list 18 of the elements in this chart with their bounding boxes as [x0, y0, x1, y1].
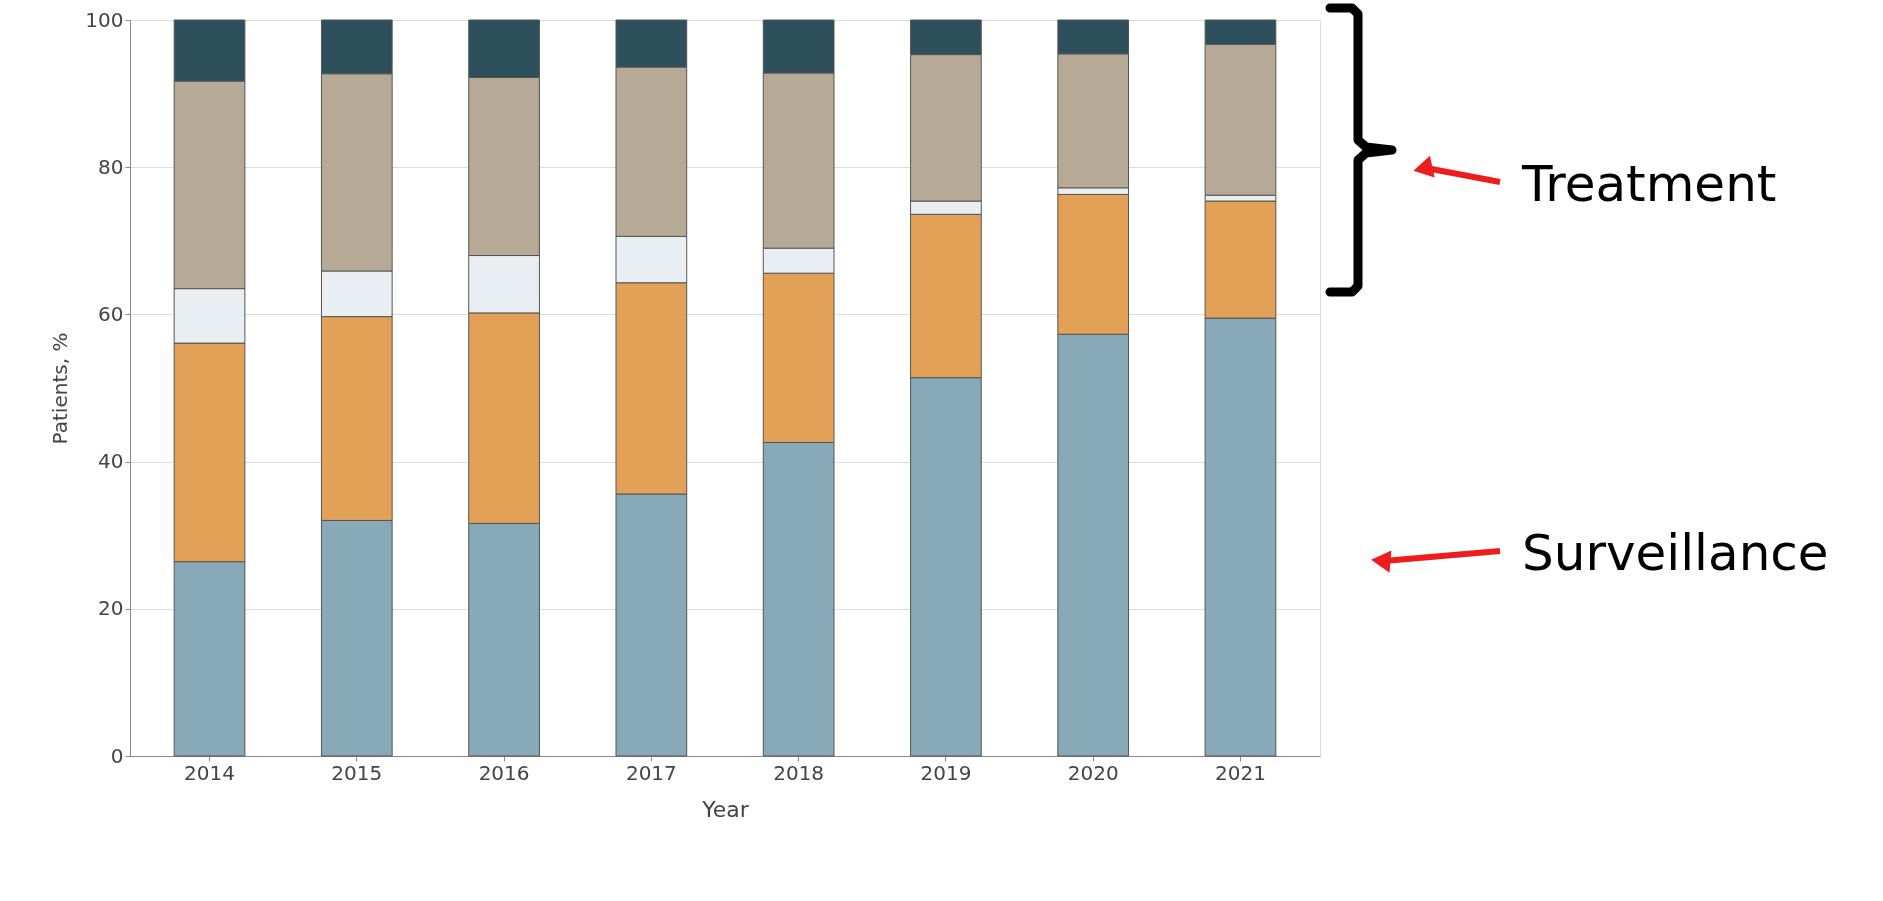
y-tick-label: 100	[85, 7, 124, 32]
y-tick-label: 20	[98, 596, 124, 621]
x-axis-title: Year	[701, 796, 750, 822]
x-tick-label: 2015	[331, 760, 383, 785]
text: Treatment	[1521, 155, 1777, 213]
x-tick-label: 2016	[478, 760, 530, 785]
y-tick-label: 60	[98, 301, 124, 326]
y-tick-label: 0	[110, 743, 124, 768]
x-tick-label: 2020	[1067, 760, 1119, 785]
x-tick-label: 2014	[184, 760, 235, 785]
x-tick-label: 2021	[1215, 760, 1266, 785]
x-tick-label: 2018	[773, 760, 825, 785]
text: Surveillance	[1522, 524, 1829, 582]
y-axis-title: Patients, %	[48, 332, 73, 445]
x-tick-label: 2017	[625, 760, 677, 785]
x-tick-label: 2019	[920, 760, 972, 785]
y-tick-label: 40	[98, 449, 124, 474]
y-tick-label: 80	[98, 154, 124, 179]
